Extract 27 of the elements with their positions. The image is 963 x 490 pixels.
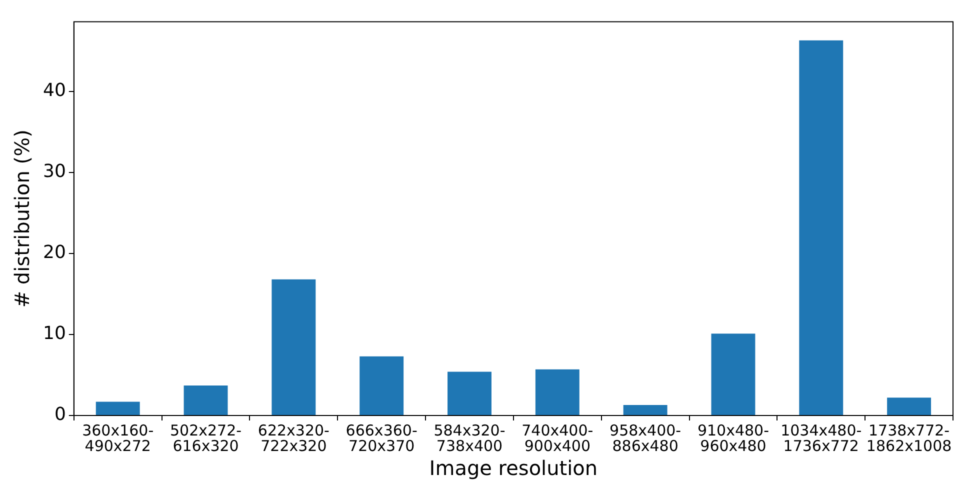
x-tick-label: 958x400- 886x480 [610, 421, 682, 456]
bar [184, 386, 228, 415]
x-tick-label: 910x480- 960x480 [697, 421, 770, 456]
bar [887, 398, 932, 415]
x-tick-label: 666x360- 720x370 [346, 421, 418, 456]
bar [623, 404, 668, 415]
x-tick-label: 360x160- 490x272 [82, 421, 154, 456]
bar [448, 372, 492, 415]
x-tick-label: 584x320- 738x400 [434, 421, 506, 456]
x-tick-label: 1738x772- 1862x1008 [866, 421, 952, 456]
y-tick-label: 0 [54, 404, 66, 426]
y-tick-label: 10 [43, 323, 66, 344]
bar [360, 356, 404, 415]
bar [711, 334, 756, 415]
bar [272, 279, 316, 415]
y-axis-title: # distribution (%) [10, 130, 34, 308]
x-tick-label: 502x272- 616x320 [170, 421, 242, 456]
bar [96, 402, 140, 415]
x-axis-title: Image resolution [429, 456, 598, 480]
bar [535, 369, 580, 415]
y-tick-label: 30 [43, 161, 66, 182]
x-tick-label: 740x400- 900x400 [522, 421, 594, 456]
x-tick-label: 1034x480- 1736x772 [780, 421, 862, 456]
y-tick-label: 20 [43, 242, 66, 264]
y-tick-label: 40 [43, 80, 66, 102]
x-tick-label: 622x320- 722x320 [258, 421, 330, 456]
bar [799, 40, 844, 415]
